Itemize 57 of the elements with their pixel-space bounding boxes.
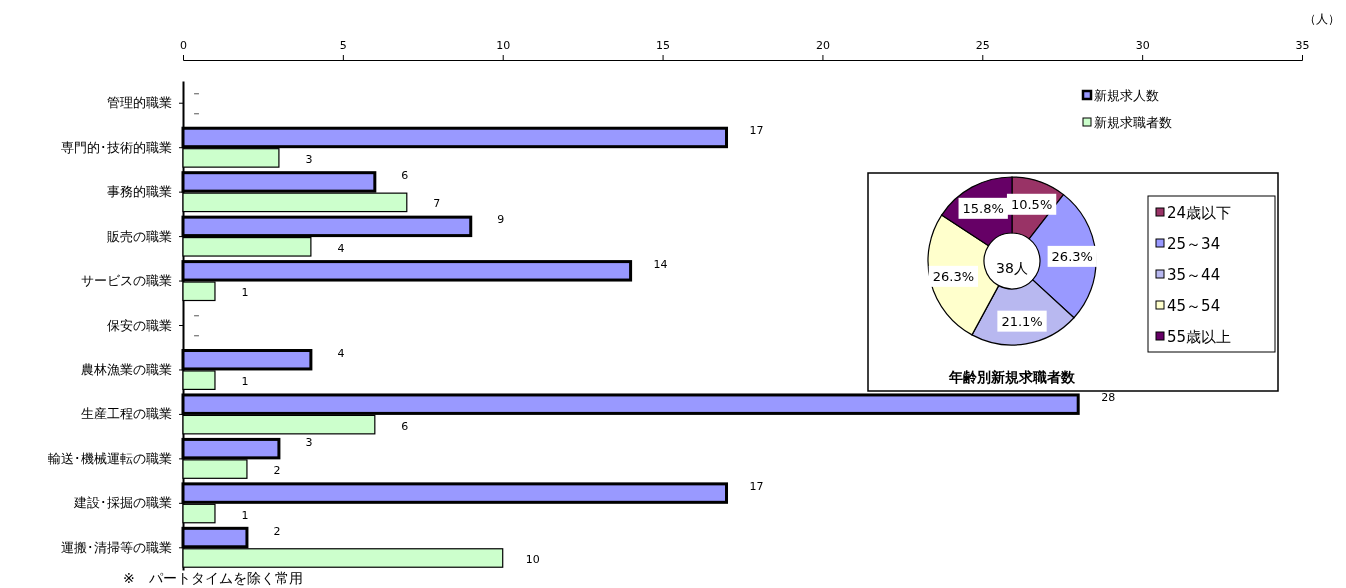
legend-label: 25～34	[1167, 235, 1221, 253]
data-label: 10	[525, 553, 540, 566]
y-tick-label: 運搬･清掃等の職業	[61, 539, 172, 555]
data-label: 14	[653, 257, 668, 271]
text: 年齢別新規求職者数	[948, 369, 1076, 385]
text: －	[191, 106, 202, 120]
data-label: 1	[241, 286, 249, 300]
x-tick-label: 35	[1295, 38, 1310, 52]
data-label: 10.5%	[1010, 196, 1053, 212]
data-label: 28	[1101, 391, 1116, 405]
legend-label: 55歳以上	[1167, 328, 1232, 346]
x-tick-label: 15	[656, 38, 671, 52]
legend-label: 新規求人数	[1094, 88, 1159, 103]
x-tick-label: 25	[975, 38, 990, 52]
y-tick-label: 輸送･機械運転の職業	[48, 450, 172, 466]
data-label: 17	[749, 480, 764, 494]
x-tick-label: 20	[815, 38, 830, 52]
legend-label: 35～44	[1167, 266, 1221, 284]
y-tick-label: 事務的職業	[107, 184, 172, 200]
text: －	[191, 86, 202, 100]
annotation: 38人	[996, 260, 1028, 276]
legend-label: 24歳以下	[1167, 204, 1232, 222]
data-label: 4	[337, 241, 345, 255]
y-tick-label: 管理的職業	[107, 95, 172, 111]
data-label: 2	[273, 524, 281, 538]
legend-label: 45～54	[1167, 297, 1221, 315]
data-label: 26.3%	[1051, 248, 1093, 264]
y-tick-label: サービスの職業	[81, 273, 172, 289]
data-label: 6	[401, 419, 409, 433]
x-tick-label: 0	[180, 38, 187, 52]
legend-label: 新規求職者数	[1094, 115, 1172, 130]
y-tick-label: 農林漁業の職業	[81, 361, 172, 377]
data-label: 9	[497, 213, 505, 227]
y-tick-label: 販売の職業	[107, 228, 172, 244]
data-label: 3	[305, 435, 313, 449]
data-label: 1	[241, 508, 249, 522]
y-tick-label: 専門的･技術的職業	[61, 139, 172, 155]
data-label: 2	[273, 464, 281, 478]
data-label: 7	[433, 197, 441, 211]
annotation: ※ パートタイムを除く常用	[123, 570, 303, 586]
data-label: 26.3%	[932, 268, 975, 284]
data-label: 17	[749, 124, 764, 138]
data-label: 21.1%	[1001, 313, 1043, 329]
text: －	[191, 308, 202, 322]
y-tick-label: 生産工程の職業	[81, 406, 172, 422]
data-label: 6	[401, 168, 409, 182]
y-tick-label: 建設･採掘の職業	[73, 495, 172, 511]
x-tick-label: 10	[496, 38, 511, 52]
x-tick-label: 30	[1135, 38, 1150, 52]
data-label: 3	[305, 152, 313, 166]
data-label: 15.8%	[962, 200, 1004, 216]
y-tick-label: 保安の職業	[107, 317, 172, 333]
x-axis-title: （人）	[1304, 12, 1340, 26]
data-label: 4	[337, 346, 345, 360]
text: －	[191, 329, 202, 343]
data-label: 1	[241, 375, 249, 389]
x-tick-label: 5	[339, 38, 347, 52]
